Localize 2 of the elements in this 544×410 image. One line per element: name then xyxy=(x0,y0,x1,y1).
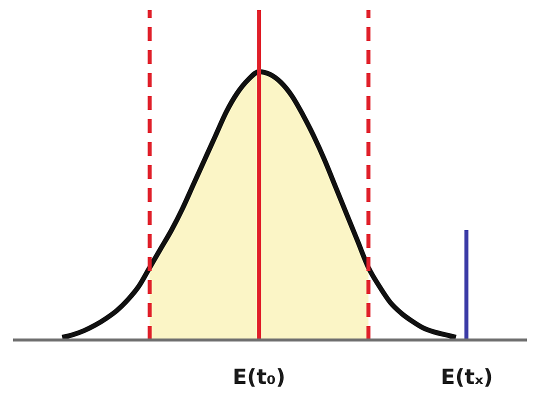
x-tick-label: E(t₀) xyxy=(232,365,286,389)
x-tick-label: E(tₓ) xyxy=(440,365,493,389)
